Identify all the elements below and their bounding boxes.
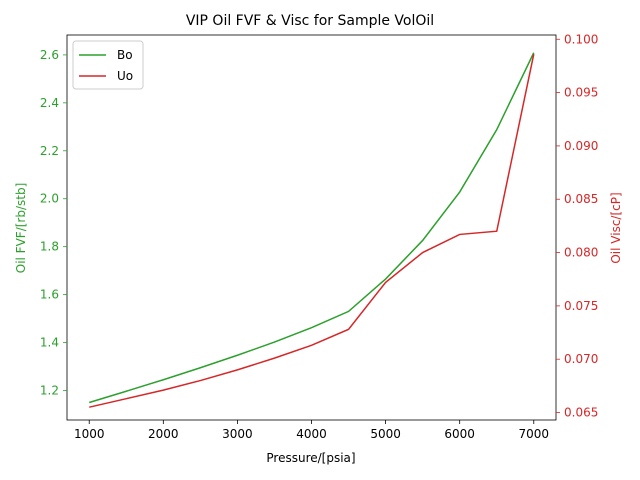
legend-label-bo: Bo — [117, 48, 133, 62]
legend-label-uo: Uo — [117, 69, 133, 83]
x-tick-label: 3000 — [222, 427, 253, 441]
x-tick-label: 5000 — [370, 427, 401, 441]
axes-layer: 1000 2000 3000 4000 5000 6000 7000 1.2 1.4 1.6 1.8… — [40, 32, 598, 441]
y-right-tick-label: 0.095 — [564, 86, 598, 100]
chart-title: VIP Oil FVF & Visc for Sample VolOil — [186, 13, 434, 29]
x-tick-label: 7000 — [518, 427, 549, 441]
y-right-tick-label: 0.090 — [564, 139, 598, 153]
x-tick-label: 1000 — [74, 427, 105, 441]
y-right-tick-label: 0.080 — [564, 246, 598, 260]
y-axis-right-label: Oil Visc/[cP] — [609, 192, 623, 263]
y-left-tick-label: 2.2 — [40, 144, 59, 158]
plot-background — [67, 35, 556, 420]
plot-area — [67, 35, 556, 420]
y-left-tick-label: 1.4 — [40, 336, 59, 350]
x-tick-label: 4000 — [296, 427, 327, 441]
x-axis-label: Pressure/[psia] — [266, 451, 355, 465]
y-left-tick-label: 1.8 — [40, 240, 59, 254]
y-axis-left-label: Oil FVF/[rb/stb] — [14, 183, 28, 274]
y-right-tick-label: 0.085 — [564, 192, 598, 206]
y-left-tick-label: 2.0 — [40, 192, 59, 206]
y-right-tick-label: 0.065 — [564, 406, 598, 420]
series-line-uo — [89, 54, 535, 408]
y-right-tick-label: 0.070 — [564, 352, 598, 366]
y-left-tick-label: 1.6 — [40, 288, 59, 302]
y-right-tick-label: 0.100 — [564, 32, 598, 46]
legend: Bo Uo — [72, 40, 144, 90]
series-line-bo — [89, 52, 535, 404]
y-left-tick-label: 2.6 — [40, 48, 59, 62]
x-tick-label: 6000 — [444, 427, 475, 441]
series-layer — [89, 52, 535, 408]
y-right-tick-label: 0.075 — [564, 299, 598, 313]
y-left-tick-label: 2.4 — [40, 96, 59, 110]
y-left-tick-label: 1.2 — [40, 384, 59, 398]
legend-box — [72, 40, 144, 90]
x-tick-label: 2000 — [148, 427, 179, 441]
